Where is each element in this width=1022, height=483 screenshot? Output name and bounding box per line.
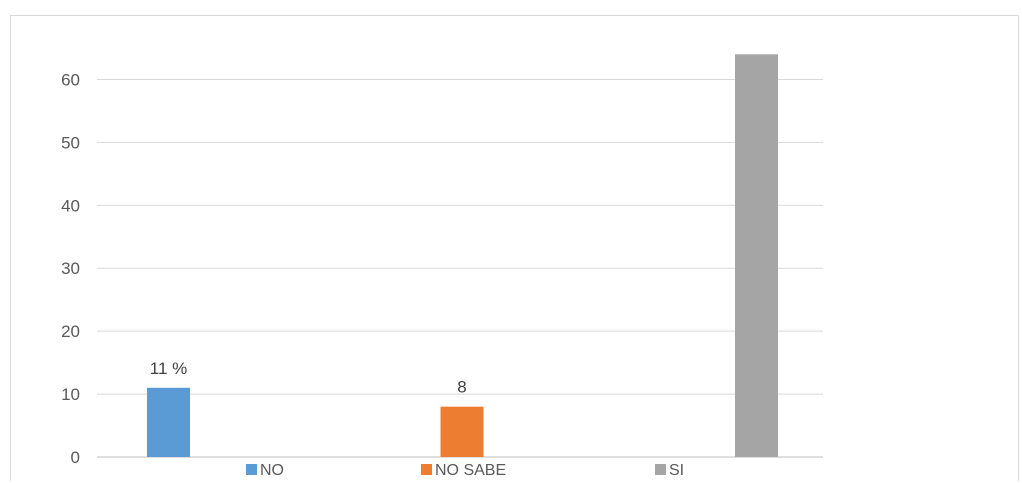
bar-no-sabe — [440, 406, 484, 457]
bar-no — [147, 387, 190, 457]
legend-swatch-no — [246, 464, 257, 475]
legend-label-no-sabe: NO SABE — [435, 462, 506, 479]
y-tick-label: 20 — [61, 322, 80, 341]
y-tick-label: 0 — [71, 448, 80, 467]
bar-si — [735, 54, 778, 458]
legend-swatch-no-sabe — [421, 464, 432, 475]
y-tick-label: 60 — [61, 70, 80, 89]
y-axis-tick-labels: 0 10 20 30 40 50 60 — [61, 70, 80, 467]
legend-label-no: NO — [260, 462, 284, 479]
legend: NO NO SABE SI — [246, 462, 684, 479]
bars — [147, 54, 778, 458]
data-labels: 11 % 8 — [150, 359, 467, 397]
y-tick-label: 40 — [61, 196, 80, 215]
chart-frame — [10, 15, 1019, 481]
legend-label-si: SI — [669, 462, 684, 479]
gridlines — [97, 78, 823, 458]
data-label-no: 11 % — [150, 359, 188, 378]
data-label-no-sabe: 8 — [457, 378, 466, 397]
y-tick-label: 10 — [61, 385, 80, 404]
y-tick-label: 50 — [61, 133, 80, 152]
legend-swatch-si — [655, 464, 666, 475]
y-tick-label: 30 — [61, 259, 80, 278]
